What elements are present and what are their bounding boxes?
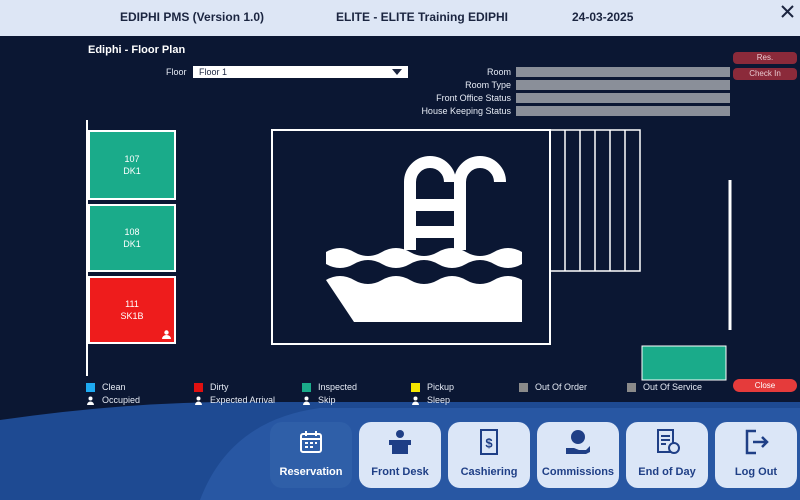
field-value — [516, 67, 730, 77]
legend-item: Expected Arrival — [194, 394, 275, 406]
legend-item: Clean — [86, 381, 126, 393]
room-number: 108 — [124, 227, 140, 237]
app-name: EDIPHI PMS (Version 1.0) — [120, 10, 265, 24]
room-number: 107 — [124, 154, 140, 164]
room-type: DK1 — [123, 166, 141, 176]
nav-icon — [566, 430, 590, 454]
close-button[interactable]: Close — [733, 379, 797, 392]
date: 24-03-2025 — [572, 10, 634, 24]
company-name: ELITE - ELITE Training EDIPHI — [336, 10, 509, 24]
floor-value: Floor 1 — [199, 67, 228, 77]
legend-item: Skip — [302, 394, 336, 406]
nav-button[interactable]: $ Cashiering — [448, 422, 530, 488]
pool-icon — [404, 156, 506, 250]
legend-item: Out Of Order — [519, 381, 587, 393]
nav-button[interactable]: Commissions — [537, 422, 619, 488]
legend-item: Occupied — [86, 394, 140, 406]
legend-label: Sleep — [427, 395, 451, 405]
svg-text:$: $ — [485, 435, 493, 450]
field-value — [516, 80, 730, 90]
legend-swatch — [86, 382, 95, 392]
field-value — [516, 106, 730, 116]
res-button[interactable]: Res. — [733, 52, 797, 64]
nav-button[interactable]: End of Day — [626, 422, 708, 488]
field-label: Room Type — [465, 80, 511, 90]
legend-swatch — [194, 382, 203, 392]
close-window[interactable] — [781, 5, 794, 18]
nav-label: End of Day — [638, 466, 696, 478]
legend-item: Out Of Service — [627, 381, 702, 393]
room-tile[interactable]: 107 DK1 — [88, 130, 176, 200]
nav-icon — [745, 429, 769, 455]
room-type: DK1 — [123, 239, 141, 249]
field-label: Room — [486, 67, 511, 77]
legend-swatch — [411, 382, 420, 392]
legend-item: Dirty — [194, 381, 229, 393]
legend-icon — [87, 396, 94, 405]
room-number: 111 — [125, 299, 139, 309]
legend-label: Out Of Order — [535, 382, 588, 392]
nav-label: Front Desk — [371, 466, 429, 478]
floor-label: Floor — [166, 67, 187, 77]
occupied-icon — [162, 330, 171, 339]
legend-item: Inspected — [302, 381, 357, 393]
nav-icon — [389, 430, 411, 454]
field-value — [516, 93, 730, 103]
nav-icon — [657, 429, 680, 454]
nav-label: Reservation — [279, 466, 343, 478]
nav-button[interactable]: Front Desk — [359, 422, 441, 488]
nav-button[interactable]: Log Out — [715, 422, 797, 488]
legend-label: Expected Arrival — [210, 395, 276, 405]
room-type: SK1B — [120, 311, 144, 321]
legend-swatch — [302, 382, 311, 392]
legend-icon — [303, 396, 310, 405]
legend-label: Inspected — [318, 382, 358, 392]
legend-icon — [195, 396, 202, 405]
floor-select[interactable]: Floor 1 — [193, 66, 408, 78]
room-tile[interactable]: 108 DK1 — [88, 204, 176, 272]
field-label: Front Office Status — [436, 93, 511, 103]
legend-item: Sleep — [411, 394, 450, 406]
nav-label: Cashiering — [460, 466, 518, 478]
nav-button[interactable]: Reservation — [270, 422, 352, 488]
legend-label: Dirty — [210, 382, 229, 392]
nav-label: Log Out — [734, 466, 778, 478]
nav-icon — [300, 431, 322, 453]
check-in-button[interactable]: Check In — [733, 68, 797, 80]
legend-swatch — [627, 382, 636, 392]
legend-swatch — [519, 382, 528, 392]
legend-label: Skip — [318, 395, 336, 405]
legend-icon — [412, 396, 419, 405]
room-tile[interactable]: 111 SK1B — [88, 276, 176, 344]
legend-label: Out Of Service — [643, 382, 703, 392]
legend-item: Pickup — [411, 381, 454, 393]
title-bar: EDIPHI PMS (Version 1.0) ELITE - ELITE T… — [0, 0, 800, 36]
legend-label: Pickup — [427, 382, 455, 392]
legend-label: Clean — [102, 382, 126, 392]
nav-label: Commissions — [541, 466, 615, 478]
nav-icon: $ — [480, 429, 498, 455]
field-label: House Keeping Status — [421, 106, 511, 116]
panel-title: Ediphi - Floor Plan — [88, 44, 186, 56]
legend-label: Occupied — [102, 395, 141, 405]
